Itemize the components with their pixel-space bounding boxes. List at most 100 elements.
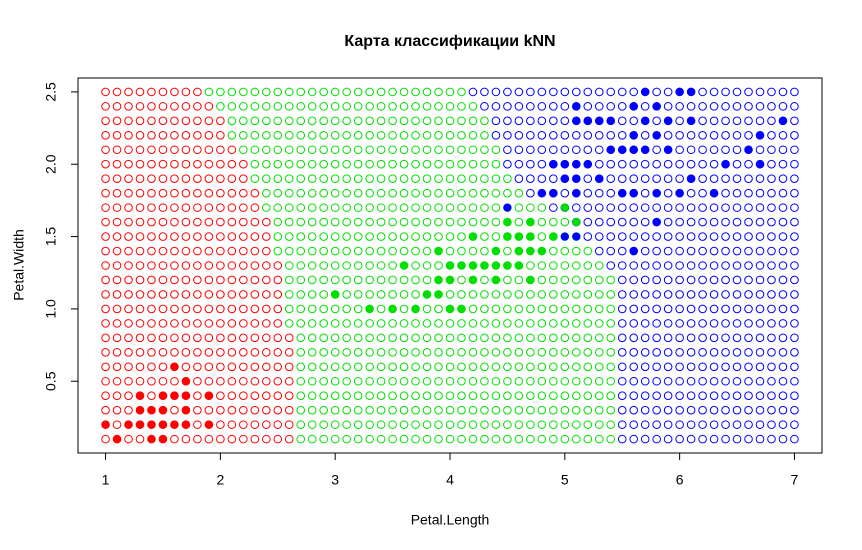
grid-point xyxy=(480,333,489,343)
grid-point xyxy=(353,420,363,429)
grid-point xyxy=(422,333,432,343)
grid-point xyxy=(239,130,248,140)
grid-point xyxy=(376,376,386,386)
grid-point xyxy=(273,246,283,256)
grid-point xyxy=(216,434,225,444)
grid-point xyxy=(640,304,650,314)
grid-point xyxy=(193,304,202,314)
grid-point xyxy=(583,261,593,270)
grid-point xyxy=(491,217,501,227)
grid-point xyxy=(135,159,145,169)
grid-point xyxy=(124,290,133,299)
grid-point xyxy=(411,348,420,357)
grid-point xyxy=(457,333,466,343)
grid-point xyxy=(227,203,237,212)
grid-point xyxy=(755,376,765,386)
grid-point xyxy=(112,420,122,429)
grid-point xyxy=(388,290,397,299)
grid-point xyxy=(342,391,351,401)
grid-point xyxy=(411,261,420,270)
grid-point xyxy=(376,333,386,343)
grid-point xyxy=(101,434,110,444)
grid-point xyxy=(147,217,156,227)
training-point xyxy=(135,406,145,415)
grid-point xyxy=(698,217,707,227)
grid-point xyxy=(755,304,765,314)
grid-point xyxy=(778,246,788,256)
grid-point xyxy=(342,174,351,183)
grid-point xyxy=(583,246,593,256)
grid-point xyxy=(755,261,765,270)
grid-point xyxy=(537,333,547,343)
grid-point xyxy=(606,405,616,415)
grid-point xyxy=(721,217,730,227)
grid-point xyxy=(124,145,133,155)
grid-point xyxy=(411,102,420,111)
grid-point xyxy=(480,102,489,111)
grid-point xyxy=(744,434,753,444)
grid-point xyxy=(571,261,581,270)
grid-point xyxy=(698,232,707,241)
grid-point xyxy=(250,290,260,299)
grid-point xyxy=(698,348,707,357)
grid-point xyxy=(617,116,627,126)
grid-point xyxy=(170,145,179,155)
grid-point xyxy=(594,102,604,111)
grid-point xyxy=(434,405,443,415)
grid-point xyxy=(204,217,214,227)
grid-point xyxy=(652,203,661,212)
grid-point xyxy=(376,188,386,198)
grid-point xyxy=(778,362,788,372)
grid-point xyxy=(549,362,558,372)
grid-point xyxy=(571,420,581,429)
grid-point xyxy=(101,261,110,270)
grid-point xyxy=(239,319,248,328)
grid-point xyxy=(261,130,271,140)
grid-point xyxy=(480,391,489,401)
grid-point xyxy=(491,434,501,444)
grid-point xyxy=(560,391,570,401)
grid-point xyxy=(319,362,329,372)
grid-point xyxy=(342,333,351,343)
grid-point xyxy=(284,130,294,140)
grid-point xyxy=(353,391,363,401)
grid-point xyxy=(342,188,351,198)
grid-point xyxy=(709,290,719,299)
grid-point xyxy=(250,376,260,386)
grid-point xyxy=(330,261,340,270)
grid-point xyxy=(422,275,432,285)
grid-point xyxy=(181,275,191,285)
grid-point xyxy=(227,362,237,372)
grid-point xyxy=(422,319,432,328)
grid-point xyxy=(617,217,627,227)
grid-point xyxy=(239,333,248,343)
grid-point xyxy=(216,333,225,343)
grid-point xyxy=(491,319,501,328)
grid-point xyxy=(560,246,570,256)
grid-point xyxy=(296,217,306,227)
grid-point xyxy=(721,304,730,314)
grid-point xyxy=(468,376,478,386)
grid-point xyxy=(307,420,317,429)
grid-point xyxy=(135,116,145,126)
grid-point xyxy=(250,217,260,227)
grid-point xyxy=(170,102,179,111)
grid-point xyxy=(640,405,650,415)
grid-point xyxy=(399,217,409,227)
grid-point xyxy=(170,203,179,212)
grid-point xyxy=(365,174,374,183)
grid-point xyxy=(640,130,650,140)
grid-point xyxy=(480,420,489,429)
grid-point xyxy=(571,391,581,401)
training-point xyxy=(434,275,443,285)
grid-point xyxy=(399,87,409,97)
grid-point xyxy=(181,174,191,183)
grid-point xyxy=(652,87,661,97)
grid-point xyxy=(342,420,351,429)
grid-point xyxy=(158,174,168,183)
grid-point xyxy=(480,232,489,241)
grid-point xyxy=(549,102,558,111)
grid-point xyxy=(480,116,489,126)
grid-point xyxy=(112,362,122,372)
grid-point xyxy=(342,362,351,372)
